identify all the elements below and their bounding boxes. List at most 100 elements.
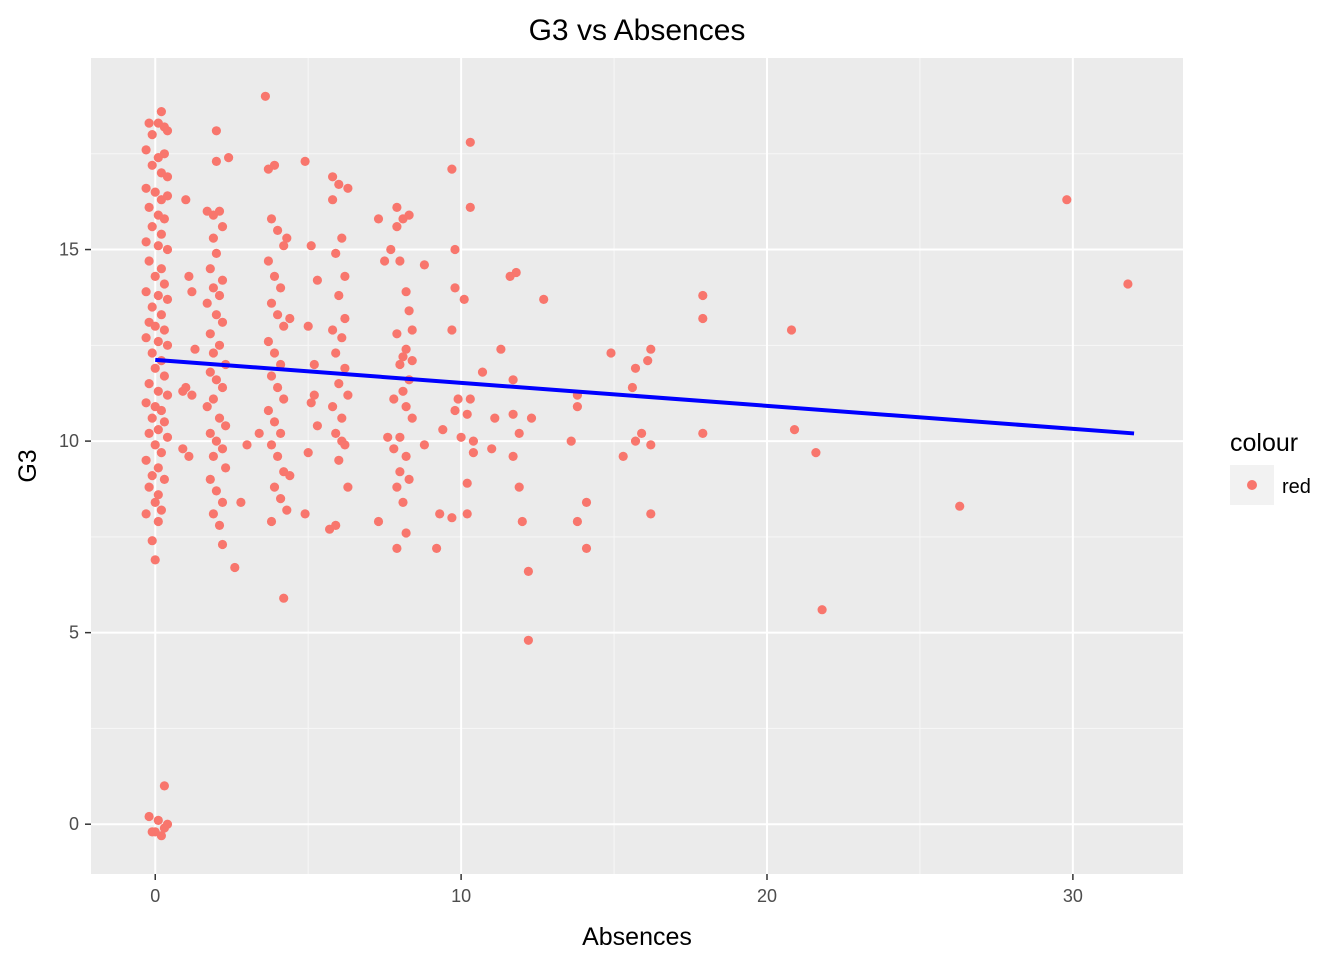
data-point bbox=[159, 371, 169, 381]
data-point bbox=[698, 290, 708, 301]
data-point bbox=[263, 405, 273, 416]
data-point bbox=[401, 528, 411, 538]
data-point bbox=[395, 432, 405, 442]
data-point bbox=[955, 501, 965, 511]
data-point bbox=[153, 490, 163, 500]
data-point bbox=[150, 497, 160, 507]
data-point bbox=[419, 440, 429, 450]
data-point bbox=[266, 516, 277, 527]
data-point bbox=[260, 91, 270, 101]
data-point bbox=[407, 413, 417, 423]
y-axis-title: G3 bbox=[14, 449, 42, 482]
data-point bbox=[187, 390, 197, 400]
data-point bbox=[144, 118, 154, 128]
data-point bbox=[453, 394, 463, 404]
data-point bbox=[343, 183, 353, 193]
data-point bbox=[205, 367, 215, 377]
data-point bbox=[162, 340, 173, 350]
data-point bbox=[263, 256, 273, 266]
data-point bbox=[508, 409, 518, 419]
data-point bbox=[627, 382, 638, 393]
data-point bbox=[618, 451, 628, 461]
data-point bbox=[279, 241, 289, 251]
data-point bbox=[279, 321, 289, 331]
data-point bbox=[214, 206, 225, 216]
data-point bbox=[214, 520, 225, 531]
data-point bbox=[162, 819, 173, 829]
data-point bbox=[202, 402, 212, 412]
data-point bbox=[432, 543, 442, 554]
data-point bbox=[156, 229, 166, 239]
data-point bbox=[144, 256, 154, 266]
data-point bbox=[153, 815, 163, 826]
data-point bbox=[282, 505, 292, 515]
data-point bbox=[572, 516, 583, 527]
data-point bbox=[187, 287, 197, 297]
y-tick-label: 10 bbox=[59, 431, 79, 451]
data-point bbox=[266, 298, 277, 308]
data-point bbox=[153, 425, 163, 435]
data-point bbox=[435, 509, 445, 519]
data-point bbox=[150, 827, 160, 837]
data-point bbox=[276, 494, 286, 504]
data-point bbox=[178, 444, 188, 454]
data-point bbox=[208, 233, 218, 243]
data-point bbox=[328, 195, 338, 205]
data-point bbox=[526, 413, 537, 423]
data-point bbox=[156, 505, 166, 515]
data-point bbox=[190, 344, 200, 354]
data-point bbox=[254, 428, 264, 438]
data-point bbox=[401, 344, 411, 354]
data-point bbox=[208, 509, 218, 519]
data-point bbox=[508, 451, 518, 461]
data-point bbox=[643, 356, 653, 366]
data-point bbox=[141, 145, 151, 155]
data-point bbox=[279, 394, 289, 404]
data-point bbox=[404, 306, 414, 316]
data-point bbox=[331, 248, 341, 258]
data-point bbox=[269, 160, 280, 170]
data-point bbox=[328, 172, 338, 182]
data-point bbox=[211, 310, 221, 320]
data-point bbox=[606, 348, 616, 358]
data-point bbox=[211, 375, 221, 385]
data-point bbox=[153, 463, 163, 473]
data-point bbox=[462, 509, 472, 519]
data-point bbox=[159, 214, 169, 224]
data-point bbox=[141, 509, 151, 519]
legend-title: colour bbox=[1230, 429, 1298, 457]
data-point bbox=[450, 244, 460, 255]
data-point bbox=[337, 333, 347, 343]
data-point bbox=[162, 390, 173, 400]
data-point bbox=[217, 317, 228, 327]
x-tick-label: 20 bbox=[757, 886, 777, 906]
legend-label-red: red bbox=[1282, 476, 1311, 498]
data-point bbox=[144, 202, 154, 212]
data-point bbox=[269, 348, 280, 358]
data-point bbox=[266, 440, 277, 450]
data-point bbox=[217, 539, 228, 550]
data-point bbox=[150, 271, 160, 281]
x-tick-label: 10 bbox=[451, 886, 471, 906]
data-point bbox=[539, 294, 549, 304]
data-point bbox=[373, 214, 384, 224]
data-point bbox=[141, 398, 151, 408]
data-point bbox=[468, 448, 478, 458]
data-point bbox=[156, 448, 166, 458]
data-point bbox=[266, 214, 277, 224]
data-point bbox=[337, 233, 347, 243]
data-point bbox=[221, 463, 231, 473]
data-point bbox=[208, 283, 218, 293]
data-point bbox=[242, 440, 252, 450]
data-point bbox=[389, 444, 399, 454]
data-point bbox=[404, 474, 414, 484]
chart-title: G3 vs Absences bbox=[529, 14, 746, 47]
data-point bbox=[303, 321, 313, 331]
data-point bbox=[147, 160, 157, 170]
data-point bbox=[162, 294, 173, 304]
legend-key-dot bbox=[1247, 480, 1257, 490]
data-point bbox=[462, 478, 472, 488]
data-point bbox=[153, 290, 163, 301]
data-point bbox=[514, 482, 524, 492]
data-point bbox=[159, 325, 169, 335]
